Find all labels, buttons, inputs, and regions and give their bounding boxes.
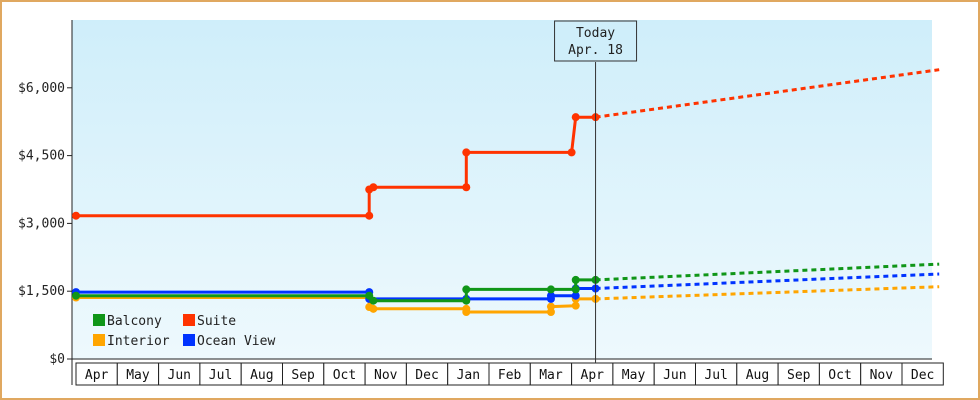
legend: Balcony Suite Interior Ocean View [93,314,275,349]
x-axis: Apr May Jun Jul Aug Sep Oct Nov Dec Jan Feb Mar Apr M… [72,358,944,386]
data-point-suite [462,183,471,192]
month-label: Dec [911,368,934,383]
month-label: May [126,368,150,383]
month-label: Oct [333,368,356,383]
series-forecast-suite [595,68,940,119]
month-label: Mar [539,368,563,383]
legend-label-suite: Suite [197,314,236,329]
data-point-suite [365,211,374,220]
data-point-interior [546,302,555,311]
y-tick-label: $1,500 [18,284,65,299]
plot-background [72,20,932,359]
series-forecast-ocean-view [595,272,940,290]
month-label: Aug [250,368,273,383]
month-label: Jul [704,368,727,383]
data-point-balcony [369,296,378,305]
y-tick-label: $6,000 [18,81,65,96]
month-label: Jun [168,368,191,383]
data-point-balcony [546,285,555,294]
today-label: Today [576,26,615,41]
y-axis: $0 $1,500 $3,000 $4,500 $6,000 [18,20,73,385]
y-tick-label: $4,500 [18,149,65,164]
data-point-balcony [462,296,471,305]
month-label: Nov [870,368,894,383]
month-label: Apr [85,368,109,383]
data-point-balcony [462,285,471,294]
data-point-suite [462,148,471,157]
month-label: Jun [663,368,686,383]
legend-swatch-balcony [93,314,105,326]
legend-label-ocean-view: Ocean View [197,334,275,349]
series-forecast-interior [595,285,940,301]
data-point-interior [462,307,471,316]
month-label: Nov [374,368,398,383]
data-point-interior [369,304,378,313]
data-point-suite [72,211,80,220]
y-tick-label: $0 [49,352,65,367]
legend-label-interior: Interior [107,334,170,349]
data-point-balcony [571,275,580,284]
data-point-ocean-view [571,291,580,300]
legend-swatch-suite [183,314,195,326]
month-label: Aug [746,368,769,383]
month-label: Feb [498,368,522,383]
data-point-ocean-view [546,291,555,300]
today-marker: Today Apr. 18 [554,20,638,363]
data-point-interior [571,301,580,310]
series-lines [72,68,940,316]
legend-swatch-interior [93,334,105,346]
month-label: Jul [209,368,232,383]
series-forecast-balcony [595,262,940,282]
month-label: Oct [828,368,851,383]
data-point-balcony [571,285,580,294]
today-date: Apr. 18 [568,43,623,58]
data-point-suite [369,183,378,192]
month-box [901,362,944,386]
y-tick-label: $3,000 [18,216,65,231]
month-label: Sep [787,368,811,383]
data-point-suite [567,148,576,157]
legend-label-balcony: Balcony [107,314,162,329]
month-label: May [622,368,646,383]
month-label: Jan [457,368,480,383]
month-label: Dec [415,368,438,383]
month-label: Sep [291,368,315,383]
data-point-suite [571,113,580,122]
data-point-balcony [72,291,80,300]
month-label: Apr [581,368,605,383]
today-box [554,20,638,62]
legend-swatch-ocean-view [183,334,195,346]
